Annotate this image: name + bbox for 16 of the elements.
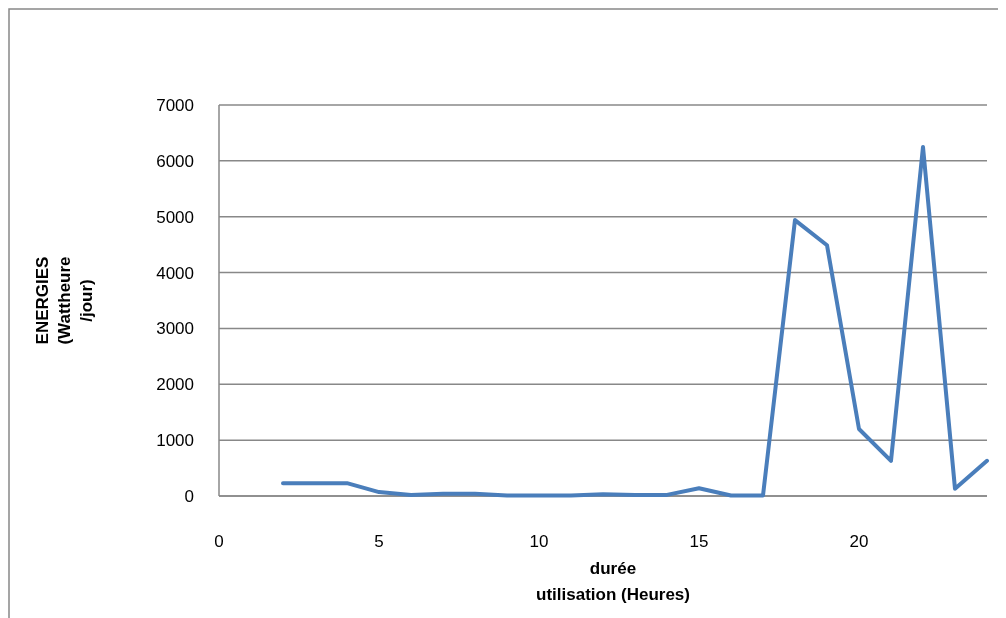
- y-tick-label: 4000: [156, 263, 194, 283]
- y-tick-label: 2000: [156, 375, 194, 395]
- y-tick-label: 7000: [156, 95, 194, 115]
- y-tick-label: 6000: [156, 151, 194, 171]
- y-tick-label: 0: [184, 486, 194, 506]
- y-axis-title: ENERGIES (Wattheure /jour): [33, 256, 96, 345]
- x-tick-label: 10: [529, 531, 549, 551]
- x-tick-label: 0: [214, 531, 224, 551]
- x-axis-title: durée utilisation (Heures): [536, 559, 690, 604]
- y-tick-label: 5000: [156, 207, 194, 227]
- x-tick-label: 20: [849, 531, 869, 551]
- x-tick-label: 5: [374, 531, 384, 551]
- x-tick-label: 15: [689, 531, 709, 551]
- y-tick-label: 1000: [156, 431, 194, 451]
- y-tick-label: 3000: [156, 319, 194, 339]
- line-series: [281, 144, 989, 498]
